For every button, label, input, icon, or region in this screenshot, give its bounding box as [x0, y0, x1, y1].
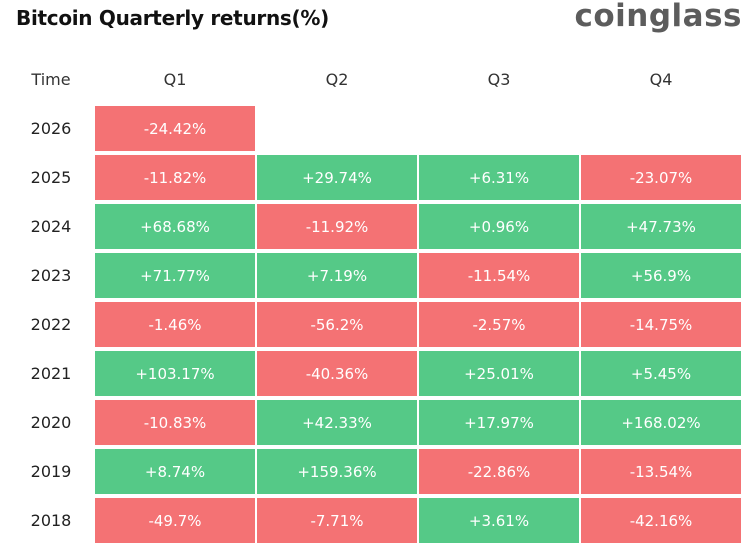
return-cell: +0.96%	[419, 204, 579, 249]
chart-title: Bitcoin Quarterly returns(%)	[16, 6, 329, 30]
return-cell: -2.57%	[419, 302, 579, 347]
return-cell: +17.97%	[419, 400, 579, 445]
return-cell: +47.73%	[581, 204, 741, 249]
row-label-year: 2018	[30, 511, 72, 530]
row-label-year: 2021	[30, 364, 72, 383]
return-cell: -24.42%	[95, 106, 255, 151]
column-header-q3: Q3	[487, 70, 511, 89]
row-label-year: 2023	[30, 266, 72, 285]
return-cell: +159.36%	[257, 449, 417, 494]
return-cell: +6.31%	[419, 155, 579, 200]
return-cell: +168.02%	[581, 400, 741, 445]
row-label-year: 2019	[30, 462, 72, 481]
row-label-year: 2024	[30, 217, 72, 236]
return-cell: -11.82%	[95, 155, 255, 200]
return-cell: +71.77%	[95, 253, 255, 298]
column-header-q4: Q4	[649, 70, 673, 89]
return-cell: -11.54%	[419, 253, 579, 298]
return-cell: +103.17%	[95, 351, 255, 396]
return-cell: +42.33%	[257, 400, 417, 445]
row-label-year: 2022	[30, 315, 72, 334]
return-cell: +68.68%	[95, 204, 255, 249]
return-cell: -49.7%	[95, 498, 255, 543]
row-label-year: 2025	[30, 168, 72, 187]
return-cell: -23.07%	[581, 155, 741, 200]
brand-logo: coinglass	[574, 0, 742, 34]
row-label-year: 2020	[30, 413, 72, 432]
return-cell: -11.92%	[257, 204, 417, 249]
return-cell: -42.16%	[581, 498, 741, 543]
return-cell: -40.36%	[257, 351, 417, 396]
column-header-q2: Q2	[325, 70, 349, 89]
return-cell: -56.2%	[257, 302, 417, 347]
return-cell: +29.74%	[257, 155, 417, 200]
return-cell: +56.9%	[581, 253, 741, 298]
return-cell: +3.61%	[419, 498, 579, 543]
column-header-q1: Q1	[163, 70, 187, 89]
return-cell: +8.74%	[95, 449, 255, 494]
column-header-time: Time	[31, 70, 71, 89]
return-cell: -13.54%	[581, 449, 741, 494]
return-cell: -1.46%	[95, 302, 255, 347]
return-cell: +7.19%	[257, 253, 417, 298]
return-cell: -22.86%	[419, 449, 579, 494]
row-label-year: 2026	[30, 119, 72, 138]
return-cell: -14.75%	[581, 302, 741, 347]
return-cell: +5.45%	[581, 351, 741, 396]
return-cell: +25.01%	[419, 351, 579, 396]
return-cell: -7.71%	[257, 498, 417, 543]
return-cell: -10.83%	[95, 400, 255, 445]
